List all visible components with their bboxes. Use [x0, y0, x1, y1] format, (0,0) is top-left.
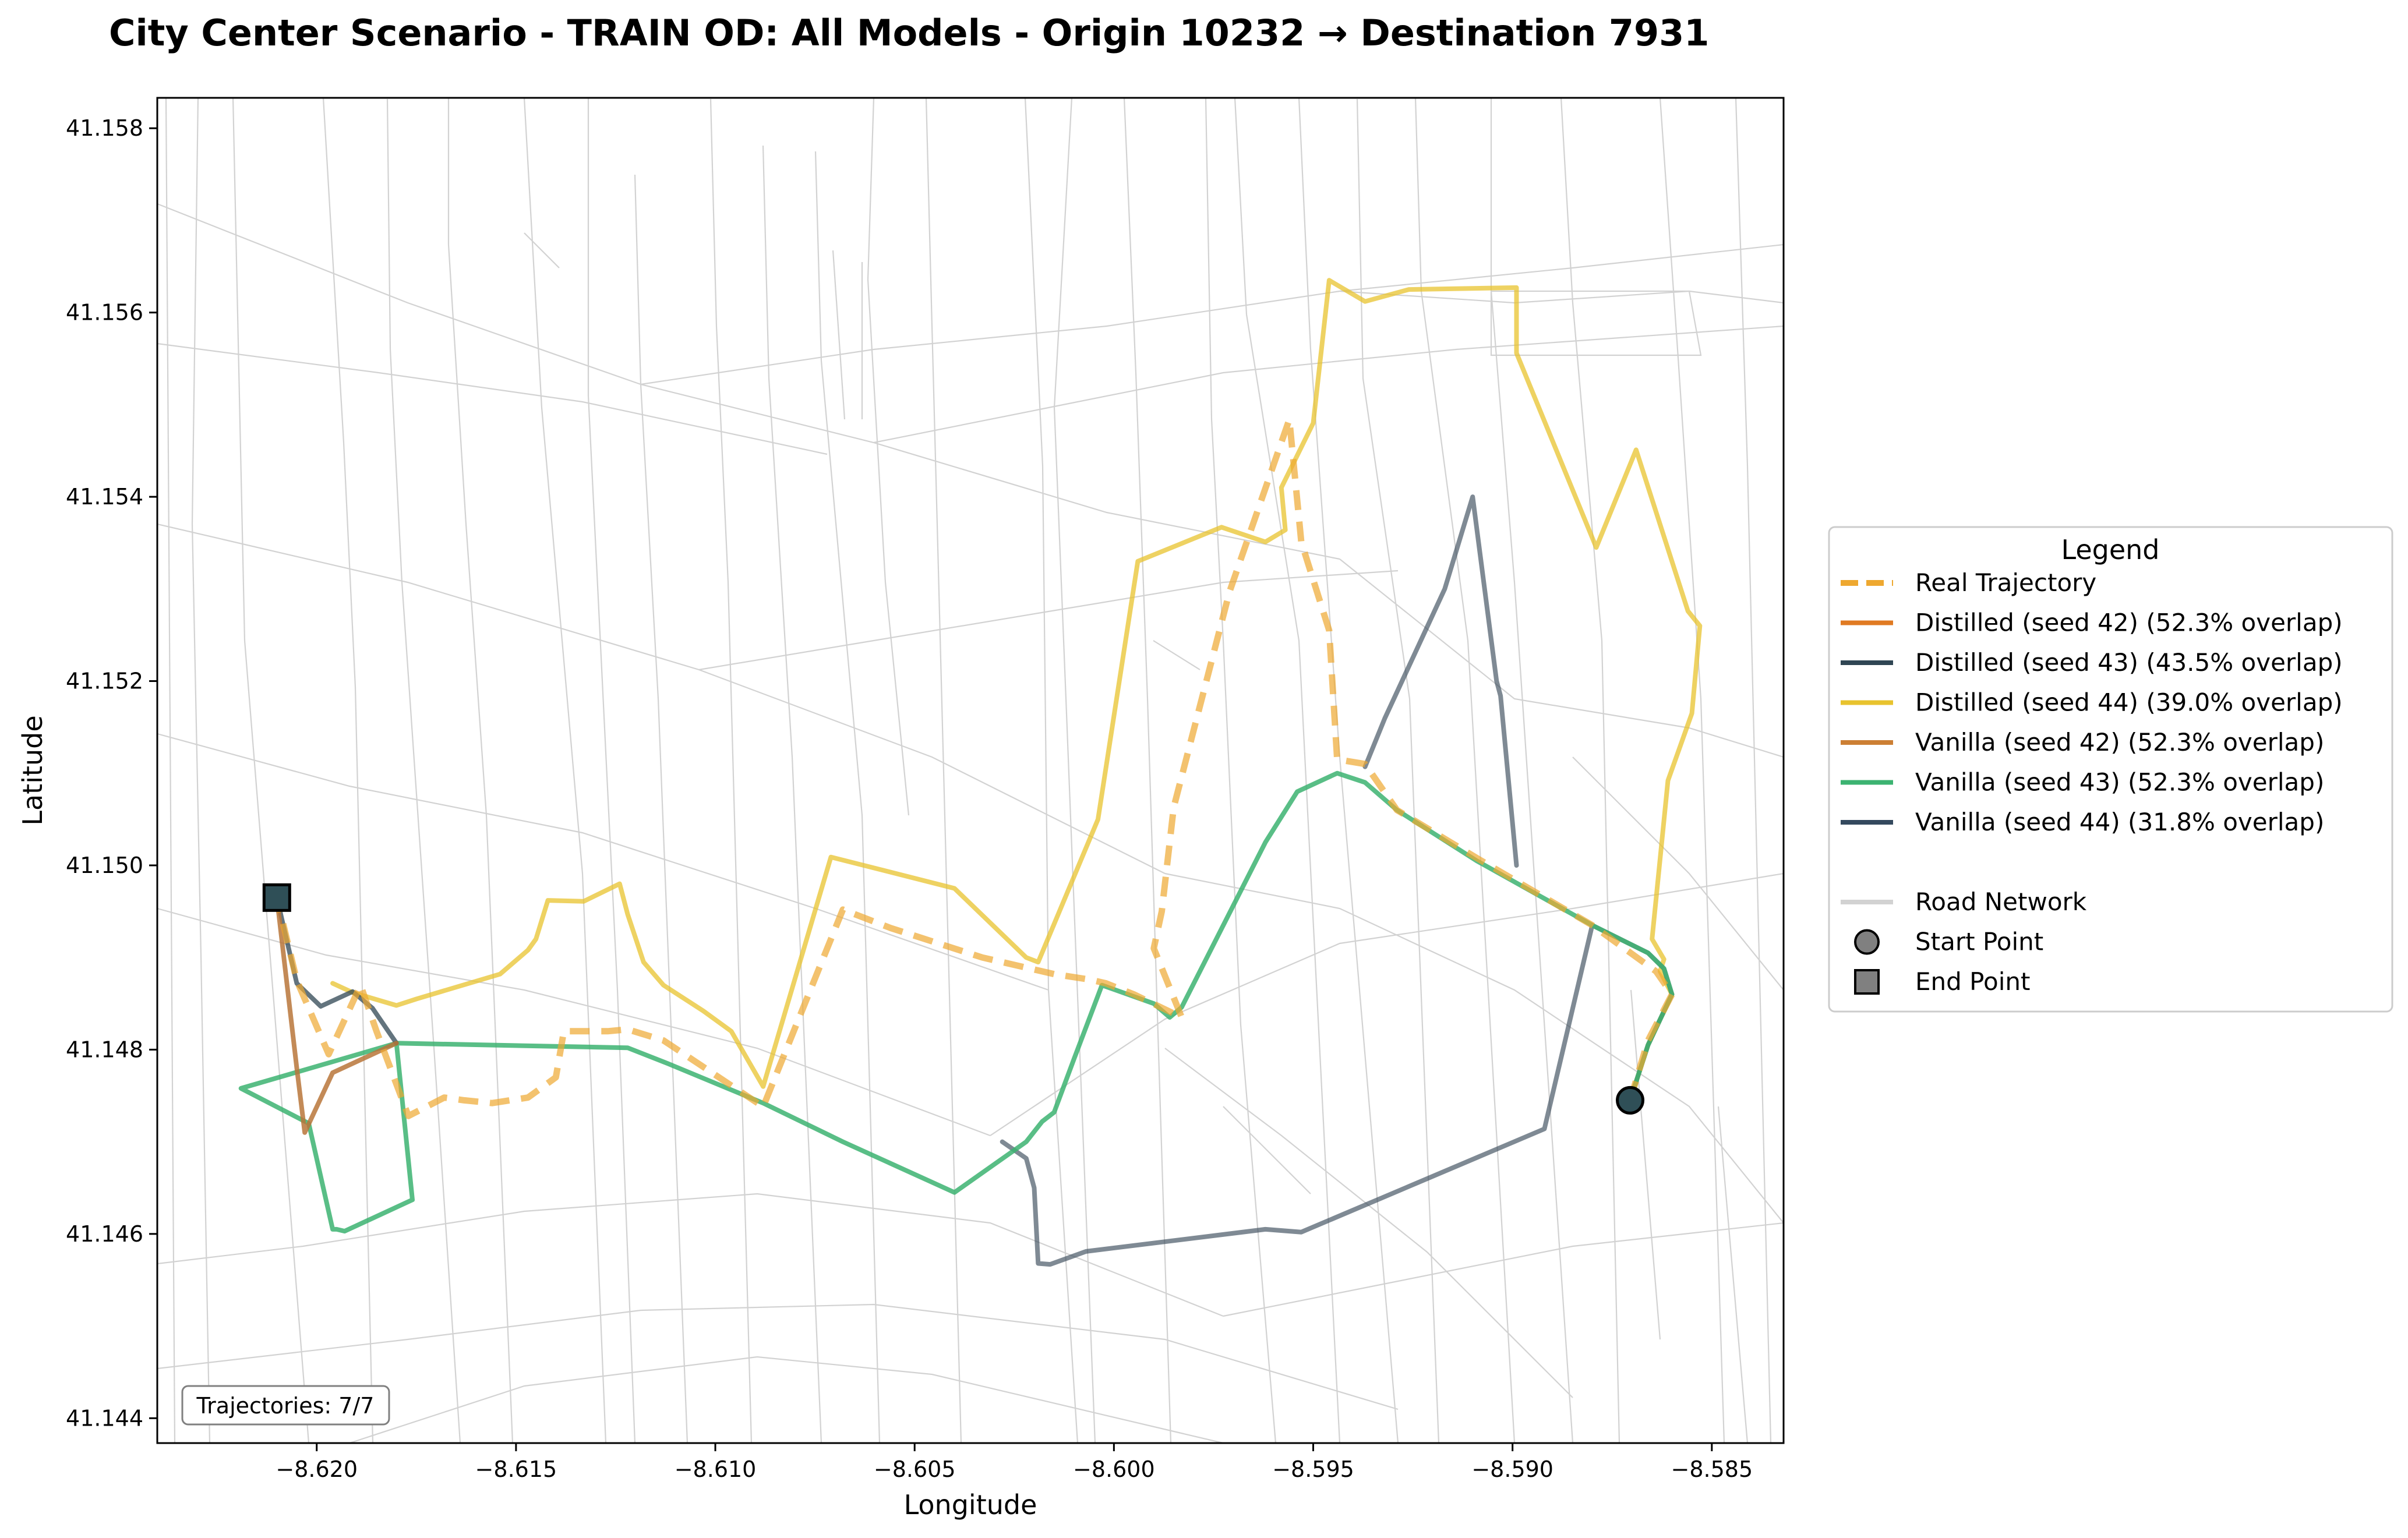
- x-tick-label: −8.605: [874, 1456, 956, 1482]
- legend-items: Real Trajectory Distilled (seed 42) (52.3…: [1841, 568, 2343, 996]
- y-tick-label: 41.146: [66, 1221, 143, 1247]
- chart-title: City Center Scenario - TRAIN OD: All Mod…: [109, 12, 1709, 54]
- legend-entry-label: Distilled (seed 43) (43.5% overlap): [1915, 648, 2343, 677]
- x-tick-label: −8.615: [475, 1456, 557, 1482]
- plot-background: [157, 98, 1784, 1443]
- y-tick-label: 41.148: [66, 1037, 143, 1062]
- legend-box: [1828, 526, 2393, 1013]
- trajectory-layer: [238, 278, 1703, 1267]
- trajectory-count-annotation: Trajectories: 7/7: [181, 1385, 390, 1426]
- legend-entry-label: Vanilla (seed 42) (52.3% overlap): [1915, 728, 2324, 756]
- plot-frame: [156, 97, 1785, 1444]
- y-axis-label: Latitude: [17, 715, 48, 825]
- y-tick-label: 41.158: [66, 115, 143, 141]
- legend-entry-label: Start Point: [1915, 928, 2043, 956]
- end-point-marker[interactable]: [262, 883, 291, 912]
- legend-entry-label: Vanilla (seed 44) (31.8% overlap): [1915, 808, 2324, 836]
- legend-entry-label: Distilled (seed 44) (39.0% overlap): [1915, 688, 2343, 717]
- trajectory-line: [330, 278, 1703, 1103]
- start-point-marker[interactable]: [1616, 1086, 1645, 1115]
- road-network: [157, 98, 1784, 1443]
- y-tick-label: 41.144: [66, 1405, 143, 1431]
- trajectory-line: [1362, 494, 1519, 868]
- y-tick-label: 41.156: [66, 300, 143, 326]
- annotation-box: [181, 1385, 390, 1426]
- legend[interactable]: Legend Real Trajectory Distilled (seed 42…: [1828, 526, 2393, 1013]
- legend-entry-label: Vanilla (seed 43) (52.3% overlap): [1915, 768, 2324, 797]
- y-tick-label: 41.152: [66, 669, 143, 694]
- x-tick-label: −8.595: [1272, 1456, 1354, 1482]
- x-tick-label: −8.585: [1671, 1456, 1753, 1482]
- legend-entry-label: Road Network: [1915, 888, 2087, 916]
- x-tick-label: −8.610: [675, 1456, 757, 1482]
- trajectory-line: [273, 416, 1675, 1119]
- legend-swatch: [1854, 929, 1880, 955]
- x-axis-ticks: −8.620 −8.615 −8.610 −8.605 −8.600 −8.595 −8.5…: [276, 1443, 1753, 1482]
- x-tick-label: −8.620: [276, 1456, 358, 1482]
- y-axis-ticks: 41.144 41.146 41.148 41.150 41.152 41.154 41.1…: [66, 115, 157, 1431]
- legend-swatch: [1854, 969, 1880, 995]
- legend-entry-label: Distilled (seed 42) (52.3% overlap): [1915, 609, 2343, 637]
- legend-entry-label: Real Trajectory: [1915, 568, 2096, 597]
- x-tick-label: −8.600: [1073, 1456, 1155, 1482]
- y-tick-label: 41.150: [66, 853, 143, 878]
- y-tick-label: 41.154: [66, 484, 143, 510]
- plot-area[interactable]: [156, 97, 1785, 1444]
- marker-layer: [262, 883, 1645, 1115]
- x-axis-label: Longitude: [904, 1489, 1037, 1521]
- legend-title: Legend: [2061, 534, 2160, 565]
- annotation-text: Trajectories: 7/7: [196, 1393, 375, 1419]
- trajectory-line: [274, 895, 399, 1135]
- x-tick-label: −8.590: [1471, 1456, 1553, 1482]
- legend-entry-label: End Point: [1915, 967, 2030, 996]
